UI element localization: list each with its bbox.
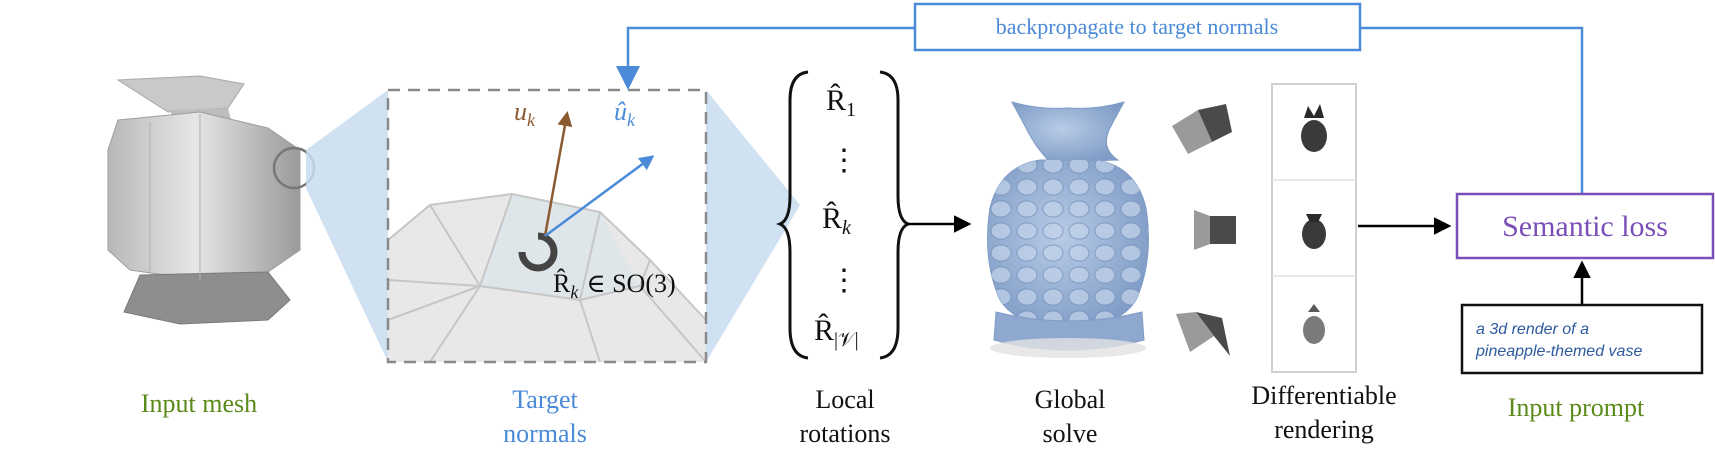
global-solve-vase [987, 101, 1149, 358]
camera-middle [1194, 210, 1236, 250]
semantic-loss-box [1455, 192, 1715, 260]
render-panel [1271, 83, 1357, 373]
u-k-label: uk [514, 97, 536, 130]
caption-input-mesh: Input mesh [141, 389, 257, 418]
caption-target-line-2: normals [503, 419, 587, 448]
r-v-entry: R̂|𝒱| [814, 313, 859, 351]
render-thumb-2 [1302, 214, 1326, 249]
caption-diff-line-1: Differentiable [1251, 381, 1396, 410]
caption-local-line-2: rotations [800, 419, 891, 448]
semantic-loss-label: Semantic loss [1502, 210, 1668, 243]
backprop-label: backpropagate to target normals [996, 14, 1278, 39]
u-hat-k-arrow [544, 155, 655, 238]
u-k-arrow [543, 111, 573, 237]
backprop-path: backpropagate to target normals [616, 2, 1584, 194]
u-hat-k-label: ûk [614, 97, 636, 130]
r-k-entry: R̂k [822, 201, 852, 239]
target-normals-panel: uk ûk R̂k ∈ SO(3) [386, 88, 708, 364]
prompt-line-1: a 3d render of a [1476, 321, 1589, 338]
caption-input-prompt: Input prompt [1508, 393, 1645, 422]
zoom-wedge-right [706, 90, 800, 362]
zoom-box-dashed [386, 88, 708, 364]
prompt-box [1460, 303, 1704, 375]
caption-diff-line-2: rendering [1274, 415, 1374, 444]
r-k-in-so3-label: R̂k ∈ SO(3) [553, 269, 676, 302]
prompt-line-2: pineapple-themed vase [1475, 343, 1642, 360]
caption-global-line-1: Global [1035, 385, 1106, 414]
right-brace [879, 70, 913, 360]
camera-top [1172, 104, 1232, 154]
camera-bottom [1176, 312, 1230, 356]
render-thumb-1 [1301, 104, 1327, 152]
caption-local-line-1: Local [815, 385, 874, 414]
caption-target-line-1: Target [512, 385, 578, 414]
dots-1: ⋮ [829, 144, 859, 177]
input-mesh-vase [107, 75, 316, 325]
backprop-arrowhead [616, 66, 640, 90]
zoom-wedge-left [306, 90, 388, 362]
left-brace [775, 70, 809, 360]
rotation-arc [518, 232, 558, 272]
render-thumb-3 [1303, 304, 1325, 344]
r-1-entry: R̂1 [826, 83, 856, 121]
local-rotations: R̂1 ⋮ R̂k ⋮ R̂|𝒱| [775, 70, 913, 360]
dots-2: ⋮ [829, 264, 859, 297]
caption-global-line-2: solve [1043, 419, 1098, 448]
